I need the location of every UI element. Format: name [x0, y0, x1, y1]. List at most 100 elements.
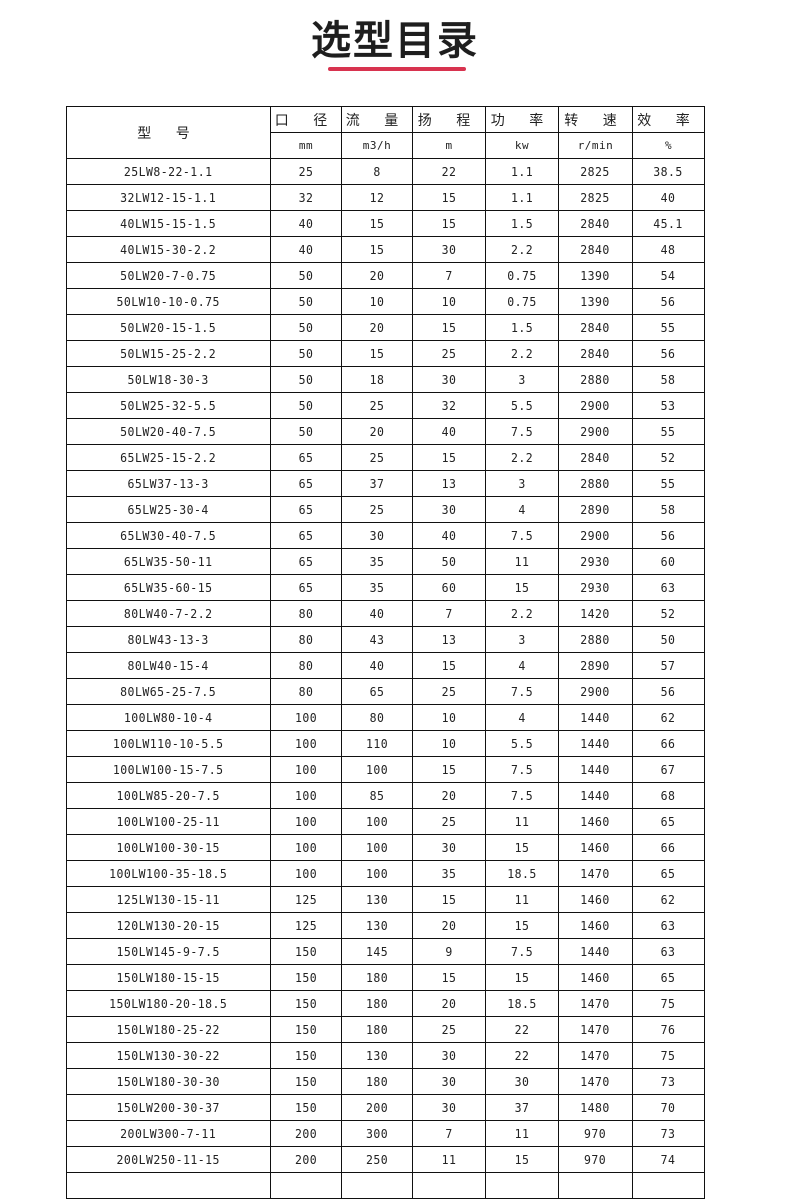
unit-speed: r/min: [558, 132, 633, 159]
cell-text: 30: [514, 1074, 530, 1089]
cell-efficiency: 75: [632, 1042, 705, 1069]
table-row: 50LW15-25-2.2 50 15 25 2.2 2840 56: [66, 340, 705, 367]
cell-text: 1440: [580, 710, 611, 725]
cell-text: 150: [294, 944, 318, 959]
cell-efficiency: 75: [632, 990, 705, 1017]
cell-text: 76: [661, 1022, 676, 1037]
cell-text: 12: [369, 190, 385, 205]
cell-text: 180: [365, 970, 389, 985]
cell-text: 10: [441, 736, 457, 751]
cell-power: 4: [485, 496, 559, 523]
cell-diameter: 65: [270, 548, 342, 575]
table-row: 80LW65-25-7.5 80 65 25 7.5 2900 56: [66, 678, 705, 705]
cell-flow: 12: [341, 184, 413, 211]
cell-text: 2.2: [510, 450, 534, 465]
cell-diameter: 50: [270, 392, 342, 419]
cell-text: 25: [441, 684, 457, 699]
cell-diameter: 50: [270, 314, 342, 341]
cell-text: 50LW18-30-3: [127, 372, 210, 387]
cell-model: 100LW80-10-4: [66, 704, 271, 731]
cell-head: 13: [412, 626, 486, 653]
cell-text: 18.5: [507, 866, 537, 881]
cell-power: 15: [485, 1146, 559, 1173]
cell-text: 250: [365, 1152, 389, 1167]
cell-text: 50LW20-40-7.5: [120, 424, 217, 439]
cell-head: 35: [412, 860, 486, 887]
table-row: 80LW43-13-3 80 43 13 3 2880 50: [66, 626, 705, 653]
cell-flow: 200: [341, 1094, 413, 1121]
cell-empty: [485, 1172, 559, 1199]
cell-model: 200LW300-7-11: [66, 1120, 271, 1147]
cell-efficiency: 56: [632, 340, 705, 367]
cell-efficiency: 56: [632, 522, 705, 549]
cell-flow: 30: [341, 522, 413, 549]
cell-text: 37: [369, 476, 385, 491]
table-row: 40LW15-15-1.5 40 15 15 1.5 2840 45.1: [66, 210, 705, 237]
cell-text: 25: [441, 814, 457, 829]
cell-text: 60: [661, 554, 676, 569]
cell-text: 60: [441, 580, 457, 595]
header-diameter: 口 径: [270, 106, 342, 133]
cell-flow: 18: [341, 366, 413, 393]
cell-text: 32LW12-15-1.1: [120, 190, 217, 205]
cell-text: 10: [441, 710, 457, 725]
cell-model: 65LW37-13-3: [66, 470, 271, 497]
cell-text: 0.75: [507, 294, 537, 309]
cell-text: 150LW200-30-37: [116, 1100, 221, 1115]
cell-text: 180: [365, 1074, 389, 1089]
unit-efficiency: %: [632, 132, 705, 159]
cell-flow: 8: [341, 158, 413, 185]
cell-efficiency: 63: [632, 938, 705, 965]
cell-text: 55: [661, 476, 676, 491]
cell-speed: 2840: [558, 444, 633, 471]
cell-text: 3: [518, 476, 526, 491]
cell-diameter: 65: [270, 496, 342, 523]
cell-efficiency: 65: [632, 808, 705, 835]
cell-efficiency: 76: [632, 1016, 705, 1043]
cell-power: 11: [485, 1120, 559, 1147]
cell-speed: 2825: [558, 158, 633, 185]
cell-text: 11: [514, 554, 530, 569]
cell-text: 15: [369, 346, 385, 361]
cell-diameter: 40: [270, 210, 342, 237]
cell-text: 40: [298, 216, 314, 231]
cell-text: 75: [661, 1048, 676, 1063]
cell-text: 2930: [580, 554, 611, 569]
cell-text: 52: [661, 606, 676, 621]
cell-efficiency: 66: [632, 730, 705, 757]
cell-text: 25: [369, 398, 385, 413]
cell-text: 15: [514, 1152, 530, 1167]
cell-efficiency: 73: [632, 1120, 705, 1147]
unit-diameter: mm: [270, 132, 342, 159]
cell-text: 125LW130-15-11: [116, 892, 221, 907]
cell-text: 65: [661, 814, 676, 829]
cell-model: 100LW100-25-11: [66, 808, 271, 835]
header-power: 功 率: [485, 106, 559, 133]
cell-efficiency: 62: [632, 704, 705, 731]
cell-power: 4: [485, 652, 559, 679]
cell-power: 7.5: [485, 522, 559, 549]
cell-text: 57: [661, 658, 676, 673]
cell-model: 65LW30-40-7.5: [66, 522, 271, 549]
cell-flow: 40: [341, 652, 413, 679]
cell-speed: 2930: [558, 548, 633, 575]
table-row: 65LW25-30-4 65 25 30 4 2890 58: [66, 496, 705, 523]
cell-speed: 2900: [558, 418, 633, 445]
cell-head: 22: [412, 158, 486, 185]
cell-flow: 20: [341, 418, 413, 445]
cell-text: 2840: [580, 320, 611, 335]
cell-diameter: 100: [270, 756, 342, 783]
cell-text: 75: [661, 996, 676, 1011]
cell-speed: 2890: [558, 652, 633, 679]
cell-text: 40LW15-30-2.2: [120, 242, 217, 257]
cell-text: 85: [369, 788, 385, 803]
cell-text: 40: [661, 190, 676, 205]
cell-speed: 2840: [558, 340, 633, 367]
cell-flow: 20: [341, 262, 413, 289]
header-model: 型 号: [66, 106, 271, 159]
cell-text: 50: [298, 372, 314, 387]
cell-text: 56: [661, 684, 676, 699]
cell-model: 200LW250-11-15: [66, 1146, 271, 1173]
cell-text: 8: [373, 164, 381, 179]
cell-text: 50LW20-15-1.5: [120, 320, 217, 335]
